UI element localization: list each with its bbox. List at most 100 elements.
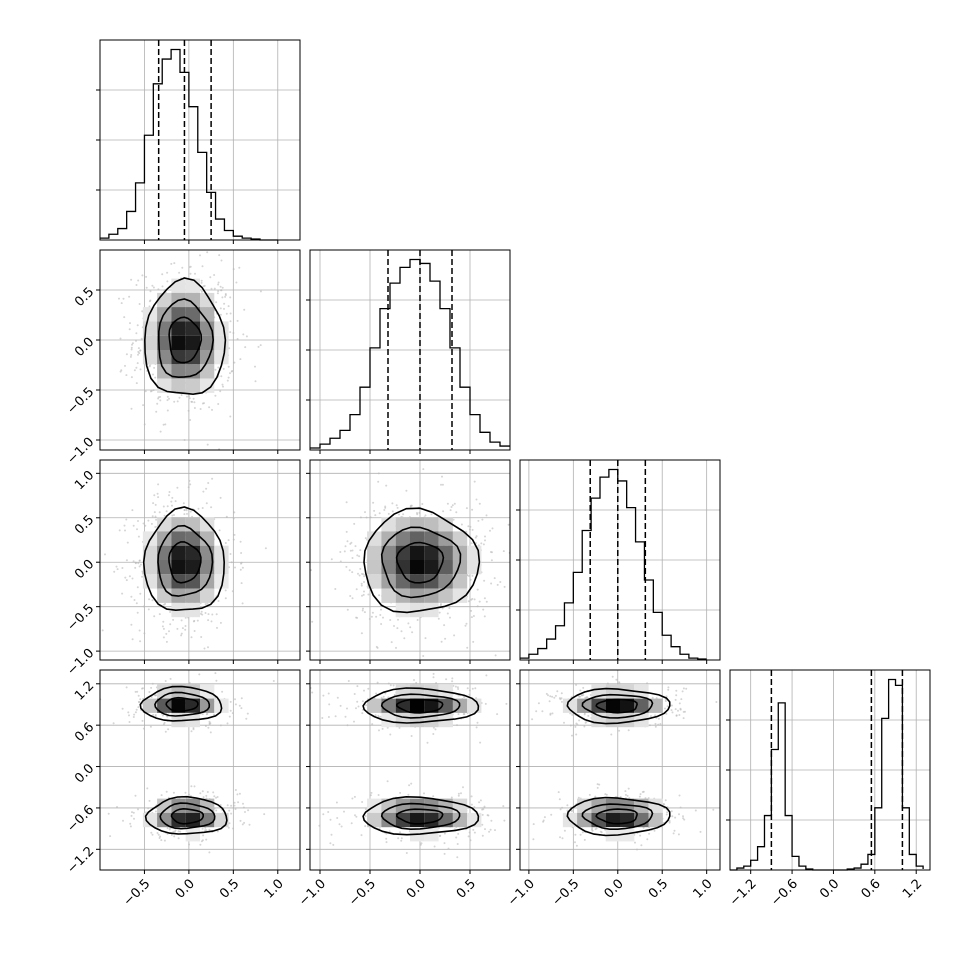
sample-point: [218, 529, 221, 532]
sample-point: [574, 725, 577, 728]
sample-point: [657, 717, 660, 720]
sample-point: [387, 696, 390, 699]
sample-point: [642, 826, 645, 829]
sample-point: [214, 696, 217, 699]
sample-point: [357, 572, 359, 575]
sample-point: [214, 394, 217, 397]
sample-point: [375, 645, 378, 648]
sample-point: [424, 637, 427, 640]
sample-point: [480, 542, 483, 545]
sample-point: [503, 819, 506, 822]
sample-point: [159, 399, 162, 402]
contour-line: [395, 808, 444, 825]
density-cell: [171, 321, 186, 336]
sample-point: [137, 347, 140, 350]
sample-point: [238, 704, 241, 707]
sample-point: [221, 383, 224, 386]
sample-point: [673, 829, 676, 832]
sample-point: [583, 838, 586, 841]
sample-point: [178, 396, 181, 399]
sample-point: [242, 802, 244, 805]
sample-point: [474, 687, 477, 690]
panel-2-2: [516, 459, 721, 664]
sample-point: [387, 512, 390, 515]
sample-point: [152, 502, 155, 505]
density-cell: [171, 684, 186, 699]
sample-point: [409, 505, 412, 508]
y-tick-label: 0.6: [72, 720, 97, 745]
sample-point: [670, 704, 673, 707]
sample-point: [355, 707, 357, 710]
sample-point: [101, 629, 104, 632]
sample-point: [368, 618, 371, 620]
sample-point: [192, 620, 195, 623]
sample-point: [339, 704, 342, 707]
density-cell: [185, 378, 200, 393]
sample-point: [479, 799, 482, 802]
sample-point: [471, 574, 474, 577]
sample-point: [475, 535, 478, 538]
sample-point: [488, 830, 491, 833]
contour-line: [168, 316, 203, 364]
sample-point: [668, 821, 671, 824]
sample-point: [463, 713, 466, 715]
sample-point: [451, 677, 454, 680]
y-tick-label: −0.5: [64, 601, 97, 634]
sample-point: [380, 608, 382, 611]
density-cell: [157, 335, 172, 350]
sample-point: [583, 713, 586, 716]
sample-point: [158, 613, 161, 616]
sample-point: [354, 545, 357, 548]
sample-point: [380, 696, 383, 699]
sample-point: [172, 830, 175, 833]
sample-point: [391, 502, 394, 505]
sample-point: [154, 503, 157, 506]
sample-point: [151, 515, 154, 518]
y-tick-label: −0.6: [64, 803, 97, 836]
sample-point: [383, 509, 386, 511]
sample-point: [232, 827, 235, 830]
sample-point: [207, 619, 210, 622]
sample-point: [484, 535, 486, 538]
sample-point: [393, 625, 395, 627]
density-cell: [438, 588, 453, 603]
sample-point: [211, 477, 214, 480]
sample-point: [125, 686, 128, 689]
sample-point: [118, 529, 121, 532]
sample-point: [137, 694, 140, 697]
sample-point: [216, 830, 219, 833]
sample-point: [205, 487, 208, 490]
sample-point: [132, 716, 135, 718]
sample-point: [340, 825, 343, 828]
density-cell: [381, 588, 396, 603]
panel-1-1: [306, 249, 511, 454]
sample-point: [354, 814, 356, 817]
sample-point: [210, 287, 213, 290]
sample-point: [254, 365, 256, 368]
sample-point: [624, 790, 627, 793]
sample-point: [674, 816, 677, 819]
density-cell: [185, 602, 200, 618]
sample-point: [596, 783, 599, 786]
sample-point: [236, 793, 239, 796]
density-cell: [395, 517, 410, 532]
density-cell: [410, 684, 425, 699]
density-cell: [424, 698, 439, 713]
sample-point: [205, 829, 208, 832]
sample-point: [130, 623, 133, 626]
sample-point: [432, 733, 435, 735]
sample-point: [560, 697, 563, 700]
density-cell: [367, 574, 382, 589]
sample-point: [362, 593, 365, 596]
sample-point: [153, 494, 156, 497]
sample-point: [176, 627, 179, 630]
sample-point: [376, 681, 379, 684]
sample-point: [377, 794, 380, 796]
sample-point: [470, 542, 473, 545]
sample-point: [226, 379, 229, 382]
sample-point: [468, 831, 471, 834]
density-cell: [200, 307, 215, 322]
sample-point: [215, 679, 218, 682]
sample-point: [219, 621, 222, 624]
sample-point: [193, 630, 196, 632]
